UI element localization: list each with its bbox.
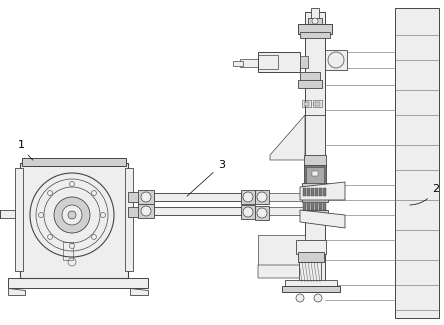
Bar [240, 59, 258, 67]
Bar [20, 163, 128, 278]
Bar [258, 52, 300, 72]
Bar [299, 262, 321, 282]
Bar [255, 193, 305, 201]
Bar [298, 24, 332, 34]
Bar [154, 193, 241, 201]
Circle shape [54, 197, 90, 233]
Bar [285, 280, 337, 288]
Bar [138, 204, 154, 218]
Polygon shape [8, 288, 25, 295]
Bar [300, 72, 320, 82]
Bar [312, 171, 318, 176]
Circle shape [296, 294, 304, 302]
Bar [304, 155, 326, 167]
Bar [22, 158, 126, 166]
Circle shape [243, 192, 253, 202]
Circle shape [39, 213, 44, 217]
Bar [302, 183, 328, 191]
Bar [300, 56, 308, 68]
Bar [315, 188, 318, 196]
Bar [323, 188, 326, 196]
Circle shape [257, 192, 267, 202]
Bar [313, 100, 322, 107]
Text: 3: 3 [187, 160, 225, 196]
Circle shape [312, 18, 318, 24]
Circle shape [257, 208, 267, 218]
Bar [138, 190, 154, 204]
Polygon shape [258, 265, 320, 278]
Bar [258, 55, 278, 69]
Circle shape [328, 52, 344, 68]
Bar [302, 100, 311, 107]
Bar [307, 202, 310, 210]
Bar [300, 32, 330, 38]
Circle shape [91, 234, 96, 240]
Bar [63, 242, 73, 260]
Bar [304, 165, 326, 185]
Circle shape [100, 213, 106, 217]
Bar [319, 202, 322, 210]
Bar [323, 202, 326, 210]
Bar [128, 207, 140, 217]
Circle shape [141, 206, 151, 216]
Bar [311, 8, 319, 20]
Circle shape [91, 190, 96, 196]
Circle shape [141, 192, 151, 202]
Bar [304, 102, 309, 106]
Text: 1: 1 [18, 140, 33, 160]
Polygon shape [300, 182, 345, 200]
Bar [15, 168, 23, 271]
Bar [241, 190, 255, 204]
Bar [395, 8, 439, 318]
Bar [319, 188, 322, 196]
Bar [128, 192, 140, 202]
Bar [154, 207, 241, 215]
Circle shape [314, 294, 322, 302]
Bar [308, 18, 322, 26]
Bar [315, 202, 318, 210]
Bar [255, 190, 269, 204]
Circle shape [70, 243, 75, 249]
Bar [305, 12, 325, 292]
Polygon shape [270, 115, 305, 160]
Bar [307, 188, 310, 196]
Bar [125, 168, 133, 271]
Circle shape [68, 211, 76, 219]
Circle shape [30, 173, 114, 257]
Bar [303, 202, 306, 210]
Polygon shape [300, 210, 345, 228]
Bar [306, 167, 324, 183]
Bar [325, 50, 347, 70]
Circle shape [70, 181, 75, 187]
Text: 2: 2 [410, 184, 439, 205]
Bar [296, 240, 326, 254]
Bar [0, 210, 15, 218]
Bar [302, 196, 328, 202]
Bar [302, 210, 328, 218]
Bar [298, 252, 324, 262]
Bar [8, 278, 148, 288]
Bar [255, 207, 305, 215]
Bar [255, 206, 269, 220]
Bar [233, 61, 243, 66]
Bar [282, 286, 340, 292]
Circle shape [62, 205, 82, 225]
Bar [241, 205, 255, 219]
Circle shape [243, 207, 253, 217]
Bar [298, 80, 322, 88]
Bar [315, 102, 320, 106]
Circle shape [48, 234, 52, 240]
Polygon shape [258, 235, 305, 265]
Circle shape [48, 190, 52, 196]
Bar [303, 188, 306, 196]
Bar [311, 188, 314, 196]
Bar [305, 115, 325, 170]
Polygon shape [130, 288, 148, 295]
Bar [311, 202, 314, 210]
